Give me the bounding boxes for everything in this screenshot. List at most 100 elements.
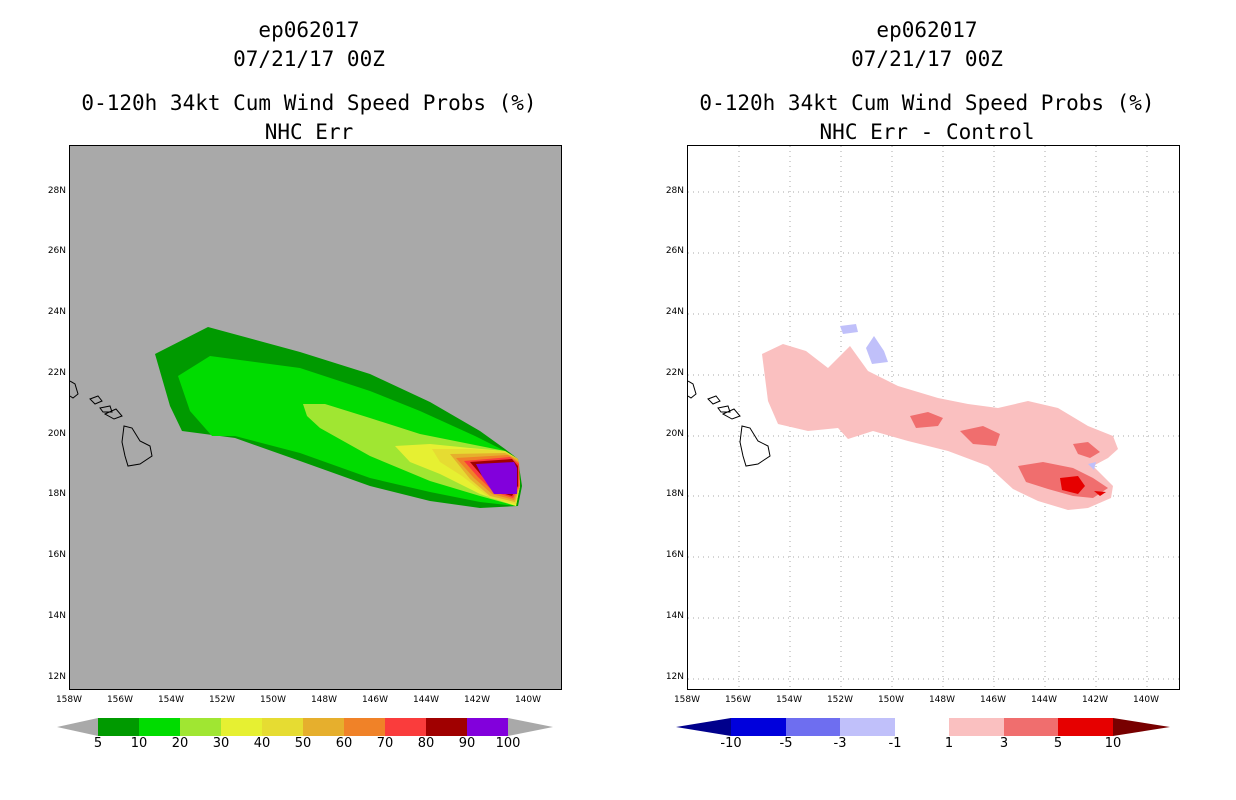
lon-label: 150W xyxy=(259,695,287,705)
colorbar-swatch xyxy=(98,718,139,736)
lat-label: 22N xyxy=(665,368,684,378)
diff-contour-pos3 xyxy=(960,426,1000,446)
prob-contour-90 xyxy=(476,462,517,494)
colorbar-swatch xyxy=(303,718,344,736)
colorbar-label: 5 xyxy=(1053,736,1063,751)
colorbar-label: 3 xyxy=(999,736,1009,751)
colorbar-label: -10 xyxy=(720,736,742,751)
diff-contour-pos5 xyxy=(1094,491,1106,496)
diff-contour-neg1 xyxy=(1088,462,1096,470)
lon-label: 140W xyxy=(514,695,542,705)
colorbar-label: 80 xyxy=(417,736,435,751)
lon-label: 156W xyxy=(724,695,752,705)
diff-contour-pos3 xyxy=(1073,442,1100,458)
lat-label: 22N xyxy=(47,368,66,378)
lon-label: 142W xyxy=(1081,695,1109,705)
diff-contour-pos3 xyxy=(910,412,943,428)
colorbar-label: 100 xyxy=(495,736,521,751)
lat-label: 24N xyxy=(47,307,66,317)
colorbar-label: -3 xyxy=(833,736,847,751)
colorbar-label: 1 xyxy=(944,736,954,751)
colorbar-label: 70 xyxy=(376,736,394,751)
lat-label: 12N xyxy=(665,672,684,682)
right-panel: ep062017 07/21/17 00Z 0-120h 34kt Cum Wi… xyxy=(618,0,1236,800)
hawaii-coastline xyxy=(70,380,153,467)
right-subtitle: NHC Err - Control xyxy=(819,120,1035,144)
colorbar-label: 10 xyxy=(1104,736,1122,751)
colorbar-label: -5 xyxy=(779,736,793,751)
left-product-title: 0-120h 34kt Cum Wind Speed Probs (%) xyxy=(81,91,537,115)
diff-contour-pos5 xyxy=(1060,476,1085,494)
diff-contour-neg1 xyxy=(840,324,858,334)
lat-label: 14N xyxy=(47,611,66,621)
colorbar-label: 90 xyxy=(458,736,476,751)
lon-label: 152W xyxy=(826,695,854,705)
colorbar-swatch xyxy=(840,718,895,736)
lon-label: 158W xyxy=(55,695,83,705)
lat-label: 26N xyxy=(665,246,684,256)
right-map xyxy=(687,145,1180,690)
lat-label: 26N xyxy=(47,246,66,256)
colorbar-swatch xyxy=(426,718,467,736)
right-datetime: 07/21/17 00Z xyxy=(851,47,1003,71)
right-colorbar xyxy=(676,718,1170,736)
colorbar-swatch xyxy=(221,718,262,736)
colorbar-swatch xyxy=(1058,718,1113,736)
lon-label: 154W xyxy=(157,695,185,705)
colorbar-swatch xyxy=(786,718,840,736)
left-panel: ep062017 07/21/17 00Z 0-120h 34kt Cum Wi… xyxy=(47,18,562,751)
colorbar-swatch xyxy=(895,718,949,736)
colorbar-label: 10 xyxy=(130,736,148,751)
lat-label: 20N xyxy=(47,429,66,439)
lat-label: 14N xyxy=(665,611,684,621)
left-subtitle: NHC Err xyxy=(264,120,354,144)
colorbar-label: 40 xyxy=(253,736,271,751)
right-map-svg xyxy=(688,146,1179,689)
lat-label: 16N xyxy=(665,550,684,560)
gridlines xyxy=(688,146,1179,689)
colorbar-label: -1 xyxy=(888,736,902,751)
colorbar-label: 20 xyxy=(171,736,189,751)
left-datetime: 07/21/17 00Z xyxy=(233,47,385,71)
colorbar-label: 5 xyxy=(93,736,103,751)
lat-label: 12N xyxy=(47,672,66,682)
right-product-title: 0-120h 34kt Cum Wind Speed Probs (%) xyxy=(699,91,1155,115)
colorbar-end-high xyxy=(508,718,553,736)
lat-label: 28N xyxy=(665,186,684,196)
lon-label: 158W xyxy=(673,695,701,705)
left-colorbar xyxy=(57,718,553,736)
hawaii-coastline xyxy=(688,380,771,467)
colorbar-swatch xyxy=(262,718,303,736)
lat-label: 16N xyxy=(47,550,66,560)
lat-label: 28N xyxy=(47,186,66,196)
lat-label: 24N xyxy=(665,307,684,317)
colorbar-swatch xyxy=(180,718,221,736)
lat-label: 20N xyxy=(665,429,684,439)
colorbar-swatch xyxy=(731,718,786,736)
lon-label: 152W xyxy=(208,695,236,705)
colorbar-label: 30 xyxy=(212,736,230,751)
lon-label: 146W xyxy=(361,695,389,705)
left-storm-id: ep062017 xyxy=(258,18,360,42)
lon-label: 144W xyxy=(412,695,440,705)
diff-contour-neg1 xyxy=(866,336,888,364)
left-map xyxy=(69,145,562,690)
right-storm-id: ep062017 xyxy=(876,18,978,42)
lat-label: 18N xyxy=(665,489,684,499)
lon-label: 148W xyxy=(928,695,956,705)
colorbar-swatch xyxy=(949,718,1004,736)
colorbar-swatch xyxy=(467,718,508,736)
colorbar-swatch xyxy=(344,718,385,736)
colorbar-swatch xyxy=(385,718,426,736)
lon-label: 144W xyxy=(1030,695,1058,705)
left-map-svg xyxy=(70,327,522,508)
colorbar-end-low xyxy=(57,718,98,736)
colorbar-end-high xyxy=(1113,718,1170,736)
colorbar-end-low xyxy=(676,718,731,736)
colorbar-label: 50 xyxy=(294,736,312,751)
colorbar-label: 60 xyxy=(335,736,353,751)
lon-label: 148W xyxy=(310,695,338,705)
colorbar-swatch xyxy=(1004,718,1058,736)
lon-label: 140W xyxy=(1132,695,1160,705)
lon-label: 142W xyxy=(463,695,491,705)
